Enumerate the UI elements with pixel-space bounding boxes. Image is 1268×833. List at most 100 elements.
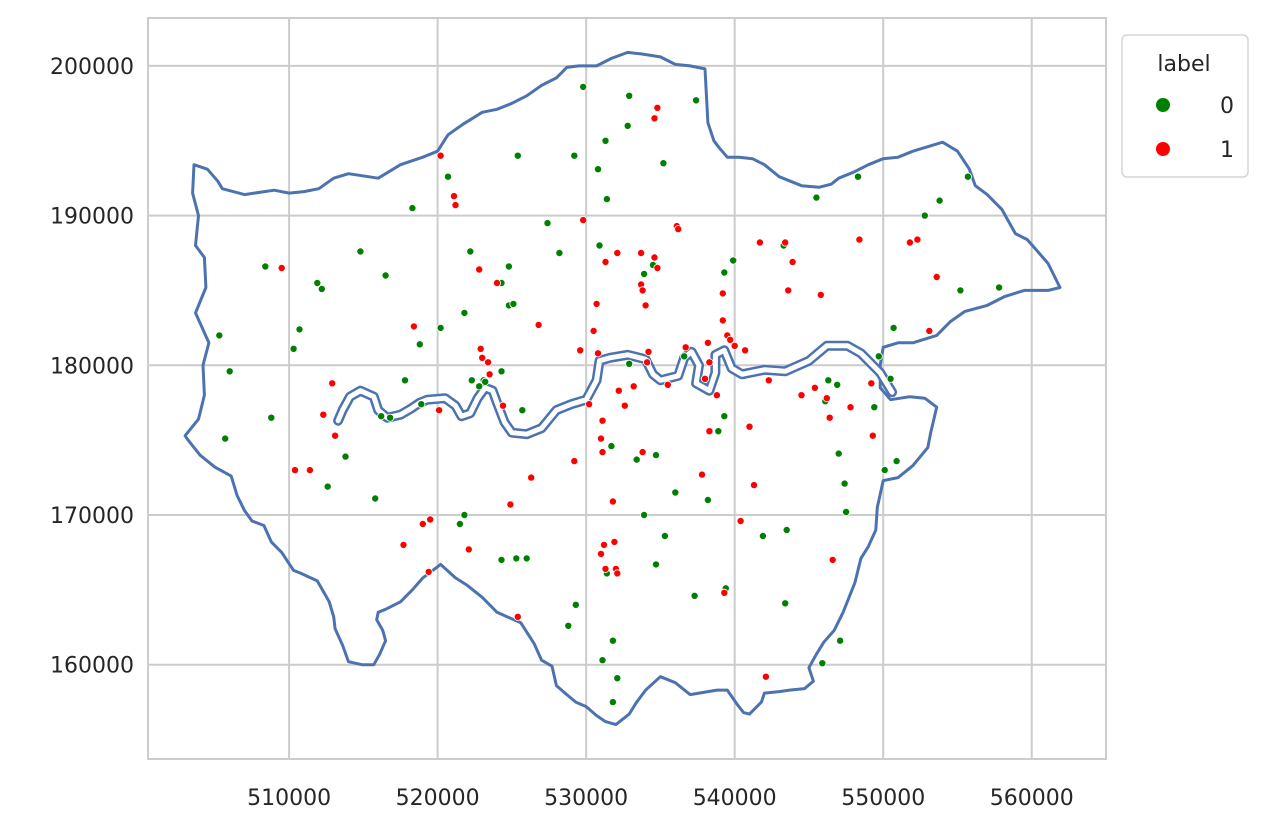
data-point-label-1 <box>424 567 433 576</box>
data-point-label-1 <box>449 192 458 201</box>
data-point-label-0 <box>720 412 729 421</box>
data-point-label-0 <box>497 367 506 376</box>
data-point-label-0 <box>408 204 417 213</box>
data-point-label-1 <box>745 422 754 431</box>
data-point-label-1 <box>644 347 653 356</box>
data-point-label-0 <box>625 359 634 368</box>
x-tick-label: 540000 <box>693 786 777 811</box>
data-point-label-1 <box>637 248 646 257</box>
x-gridlines <box>288 18 1033 759</box>
data-point-label-1 <box>629 382 638 391</box>
data-point-label-1 <box>650 114 659 123</box>
data-point-label-0 <box>267 413 276 422</box>
data-point-label-1 <box>761 672 770 681</box>
data-point-label-0 <box>632 455 641 464</box>
data-point-label-1 <box>755 238 764 247</box>
x-tick-label: 520000 <box>396 786 480 811</box>
data-point-label-0 <box>840 479 849 488</box>
data-point-label-0 <box>714 427 723 436</box>
x-tick-label: 550000 <box>841 786 925 811</box>
data-point-label-0 <box>221 434 230 443</box>
data-point-label-1 <box>451 201 460 210</box>
x-tick-labels: 510000 520000 530000 540000 550000 560000 <box>247 786 1074 811</box>
data-point-label-1 <box>720 588 729 597</box>
data-point-label-1 <box>592 299 601 308</box>
data-point-label-0 <box>513 151 522 160</box>
data-point-label-1 <box>730 341 739 350</box>
data-point-label-1 <box>506 500 515 509</box>
data-point-label-1 <box>484 358 493 367</box>
y-tick-labels: 160000 170000 180000 190000 200000 <box>50 55 134 679</box>
data-point-label-0 <box>522 554 531 563</box>
data-point-label-0 <box>481 377 490 386</box>
data-point-label-1 <box>828 555 837 564</box>
data-point-label-1 <box>579 216 588 225</box>
data-point-label-0 <box>460 510 469 519</box>
data-point-label-0 <box>892 457 901 466</box>
data-point-label-0 <box>671 488 680 497</box>
scatter-points <box>215 82 1004 707</box>
data-point-label-0 <box>570 151 579 160</box>
data-point-label-1 <box>613 248 622 257</box>
data-point-label-0 <box>595 241 604 250</box>
y-tick-label: 200000 <box>50 55 134 80</box>
data-point-label-0 <box>995 283 1004 292</box>
data-point-label-1 <box>613 569 622 578</box>
data-point-label-1 <box>868 431 877 440</box>
data-point-label-0 <box>640 510 649 519</box>
data-point-label-1 <box>620 401 629 410</box>
london-boundary-outline <box>183 50 1062 727</box>
data-point-label-1 <box>305 466 314 475</box>
data-point-label-1 <box>698 470 707 479</box>
data-point-label-0 <box>386 413 395 422</box>
data-point-label-1 <box>650 253 659 262</box>
data-point-label-1 <box>418 520 427 529</box>
x-tick-label: 510000 <box>247 786 331 811</box>
data-point-label-1 <box>653 263 662 272</box>
data-point-label-1 <box>905 238 914 247</box>
data-point-label-1 <box>597 549 606 558</box>
data-point-label-1 <box>705 427 714 436</box>
data-point-label-1 <box>570 457 579 466</box>
data-point-label-0 <box>317 284 326 293</box>
data-point-label-0 <box>935 196 944 205</box>
data-point-label-1 <box>816 290 825 299</box>
data-point-label-0 <box>289 344 298 353</box>
data-point-label-0 <box>660 532 669 541</box>
data-point-label-0 <box>818 659 827 668</box>
data-point-label-1 <box>409 322 418 331</box>
data-point-label-1 <box>674 225 683 234</box>
data-point-label-1 <box>589 326 598 335</box>
data-point-label-0 <box>608 636 617 645</box>
data-point-label-1 <box>846 403 855 412</box>
data-point-label-1 <box>643 358 652 367</box>
x-tick-label: 560000 <box>990 786 1074 811</box>
data-point-label-0 <box>497 555 506 564</box>
data-point-label-0 <box>467 376 476 385</box>
data-point-label-1 <box>867 379 876 388</box>
data-point-label-1 <box>736 517 745 526</box>
data-point-label-0 <box>692 96 701 105</box>
plot-area-frame <box>147 17 1107 760</box>
data-point-label-0 <box>703 495 712 504</box>
data-point-label-1 <box>601 257 610 266</box>
data-point-label-1 <box>319 410 328 419</box>
data-point-label-1 <box>426 515 435 524</box>
data-point-label-0 <box>341 452 350 461</box>
data-point-label-1 <box>638 448 647 457</box>
data-point-label-0 <box>436 323 445 332</box>
legend-label-0: 0 <box>1220 94 1234 119</box>
data-point-label-0 <box>836 636 845 645</box>
data-point-label-1 <box>718 316 727 325</box>
data-point-label-0 <box>594 165 603 174</box>
data-point-label-0 <box>415 340 424 349</box>
data-point-label-0 <box>475 382 484 391</box>
data-point-label-0 <box>460 308 469 317</box>
data-point-label-0 <box>512 554 521 563</box>
data-point-label-0 <box>652 451 661 460</box>
data-point-label-1 <box>797 391 806 400</box>
data-point-label-0 <box>400 376 409 385</box>
data-point-label-0 <box>640 269 649 278</box>
legend-marker-0 <box>1156 98 1170 112</box>
